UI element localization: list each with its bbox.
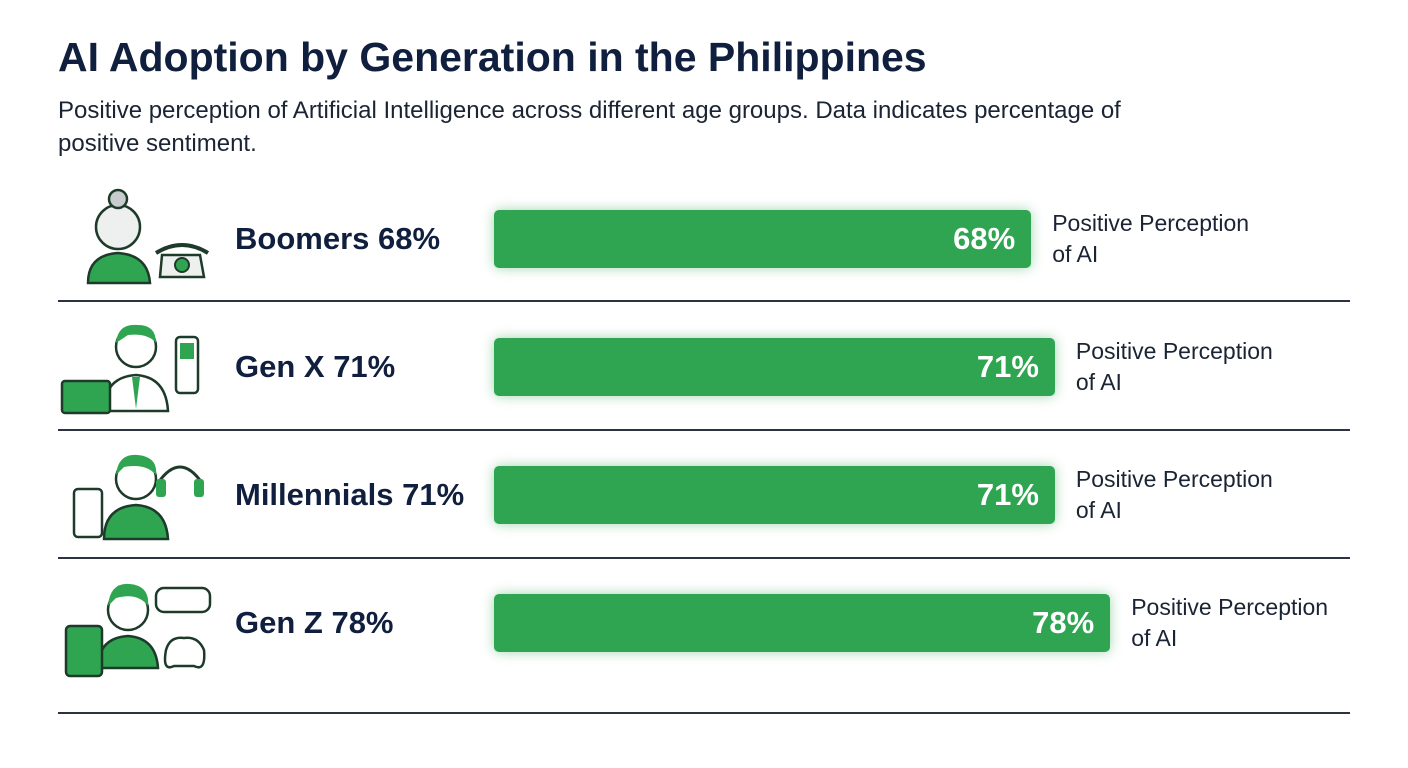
bar-annotation: Positive Perception of AI (1075, 338, 1273, 395)
value-label: 78% (1032, 605, 1095, 640)
row-label: Gen Z 78% (235, 605, 394, 640)
value-label: 71% (976, 477, 1039, 512)
boomer-icon (86, 188, 210, 285)
chart-title: AI Adoption by Generation in the Philipp… (58, 34, 927, 80)
row-label: Millennials 71% (235, 477, 465, 512)
bar: 71% (494, 338, 1055, 396)
genz-icon (64, 583, 212, 678)
bar: 68% (494, 210, 1032, 268)
genx-icon (60, 324, 200, 415)
value-label: 71% (976, 349, 1039, 384)
bar: 71% (494, 466, 1055, 524)
row-label: Gen X 71% (235, 349, 396, 384)
bar-annotation: Positive Perception of AI (1131, 594, 1329, 651)
separator (58, 429, 1350, 431)
separator (58, 712, 1350, 714)
millennial-icon (72, 454, 204, 541)
bar: 78% (494, 594, 1111, 652)
separator (58, 300, 1350, 302)
value-label: 68% (953, 221, 1016, 256)
bar-annotation: Positive Perception of AI (1052, 210, 1250, 267)
row-label: Boomers 68% (235, 221, 441, 256)
chart-subtitle: Positive perception of Artificial Intell… (58, 97, 1121, 157)
separator (58, 557, 1350, 559)
bar-annotation: Positive Perception of AI (1075, 466, 1273, 523)
